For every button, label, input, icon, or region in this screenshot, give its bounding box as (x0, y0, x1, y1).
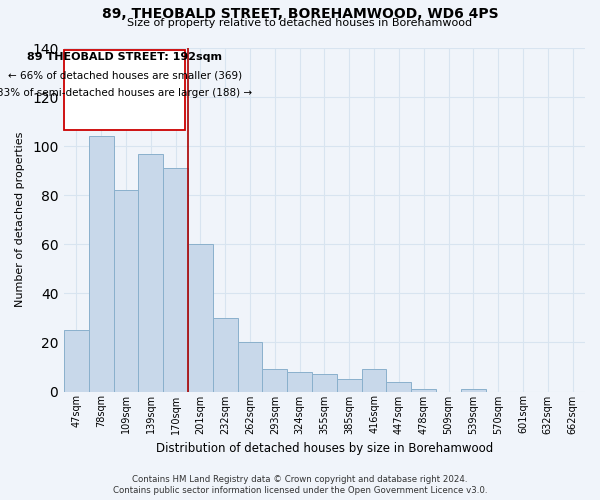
Text: 33% of semi-detached houses are larger (188) →: 33% of semi-detached houses are larger (… (0, 88, 252, 98)
Bar (411, 389, 436, 392)
X-axis label: Distribution of detached houses by size in Borehamwood: Distribution of detached houses by size … (156, 442, 493, 455)
Bar (312, 374, 337, 392)
Bar (461, 389, 486, 392)
Bar (163, 168, 188, 392)
FancyBboxPatch shape (64, 50, 185, 130)
Bar (386, 382, 411, 392)
Bar (213, 318, 238, 392)
Bar (188, 244, 213, 392)
Bar (113, 190, 139, 392)
Text: Contains HM Land Registry data © Crown copyright and database right 2024.: Contains HM Land Registry data © Crown c… (132, 475, 468, 484)
Text: Size of property relative to detached houses in Borehamwood: Size of property relative to detached ho… (127, 18, 473, 28)
Bar (362, 370, 386, 392)
Bar (262, 370, 287, 392)
Text: ← 66% of detached houses are smaller (369): ← 66% of detached houses are smaller (36… (8, 70, 242, 81)
Text: 89, THEOBALD STREET, BOREHAMWOOD, WD6 4PS: 89, THEOBALD STREET, BOREHAMWOOD, WD6 4P… (101, 8, 499, 22)
Bar (337, 379, 362, 392)
Text: Contains public sector information licensed under the Open Government Licence v3: Contains public sector information licen… (113, 486, 487, 495)
Bar (64, 330, 89, 392)
Y-axis label: Number of detached properties: Number of detached properties (15, 132, 25, 308)
Bar (89, 136, 113, 392)
Bar (238, 342, 262, 392)
Bar (287, 372, 312, 392)
Bar (139, 154, 163, 392)
Text: 89 THEOBALD STREET: 192sqm: 89 THEOBALD STREET: 192sqm (27, 52, 222, 62)
